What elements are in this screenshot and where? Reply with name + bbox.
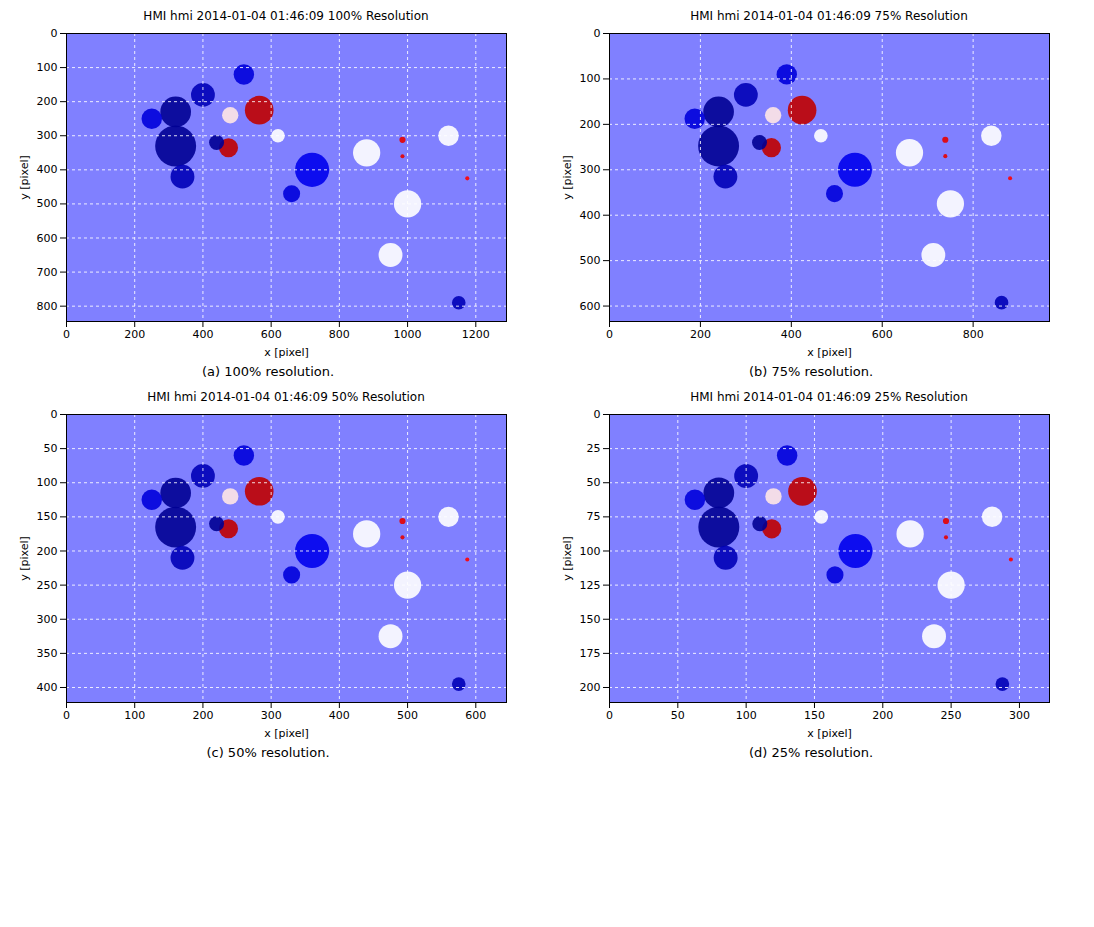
svg-text:x [pixel]: x [pixel] [264,727,309,740]
svg-text:700: 700 [37,266,58,279]
svg-text:0: 0 [606,328,613,341]
svg-text:400: 400 [37,163,58,176]
svg-text:200: 200 [690,328,711,341]
svg-text:500: 500 [397,709,418,722]
svg-text:400: 400 [329,709,350,722]
svg-text:0: 0 [63,709,70,722]
svg-text:150: 150 [37,510,58,523]
svg-text:500: 500 [580,254,601,267]
svg-text:600: 600 [872,328,893,341]
html-text:HMI hmi 2014-01-04 01:46:09 50: HMI hmi 2014-01-04 01:46:09 50% Resoluti… [147,390,425,404]
svg-text:200: 200 [580,118,601,131]
svg-text:600: 600 [580,300,601,313]
svg-text:300: 300 [261,709,282,722]
svg-text:75: 75 [587,510,601,523]
svg-text:100: 100 [37,61,58,74]
svg-text:400: 400 [192,328,213,341]
svg-text:600: 600 [37,232,58,245]
html-text:(b) 75% resolution.: (b) 75% resolution. [748,364,874,379]
svg-text:x [pixel]: x [pixel] [807,727,852,740]
svg-text:300: 300 [37,613,58,626]
svg-text:200: 200 [580,681,601,694]
svg-text:800: 800 [963,328,984,341]
svg-text:300: 300 [37,129,58,142]
svg-text:y [pixel]: y [pixel] [561,536,574,581]
svg-text:175: 175 [580,647,601,660]
svg-text:150: 150 [804,709,825,722]
svg-text:x [pixel]: x [pixel] [264,346,309,359]
svg-text:0: 0 [594,27,601,40]
html-text:HMI hmi 2014-01-04 01:46:09 75: HMI hmi 2014-01-04 01:46:09 75% Resoluti… [690,9,968,23]
svg-text:400: 400 [781,328,802,341]
html-text:(c) 50% resolution.: (c) 50% resolution. [206,745,330,760]
svg-text:100: 100 [580,72,601,85]
svg-text:200: 200 [872,709,893,722]
svg-text:y [pixel]: y [pixel] [561,155,574,200]
svg-text:0: 0 [606,709,613,722]
svg-text:0: 0 [63,328,70,341]
svg-text:400: 400 [580,209,601,222]
svg-text:25: 25 [587,442,601,455]
svg-text:250: 250 [941,709,962,722]
svg-text:100: 100 [37,476,58,489]
svg-text:400: 400 [37,681,58,694]
svg-text:100: 100 [580,545,601,558]
svg-text:500: 500 [37,197,58,210]
html-text:(d) 25% resolution.: (d) 25% resolution. [748,745,874,760]
svg-text:100: 100 [736,709,757,722]
svg-text:800: 800 [37,300,58,313]
svg-text:125: 125 [580,579,601,592]
svg-text:200: 200 [124,328,145,341]
svg-text:50: 50 [44,442,58,455]
svg-text:200: 200 [37,95,58,108]
svg-text:y [pixel]: y [pixel] [18,155,31,200]
svg-text:250: 250 [37,579,58,592]
svg-text:100: 100 [124,709,145,722]
svg-text:x [pixel]: x [pixel] [807,346,852,359]
svg-text:50: 50 [671,709,685,722]
svg-text:1200: 1200 [462,328,490,341]
svg-text:200: 200 [192,709,213,722]
svg-text:0: 0 [51,27,58,40]
svg-text:0: 0 [51,408,58,421]
html-text:HMI hmi 2014-01-04 01:46:09 25: HMI hmi 2014-01-04 01:46:09 25% Resoluti… [690,390,968,404]
svg-text:600: 600 [465,709,486,722]
svg-text:50: 50 [587,476,601,489]
svg-text:150: 150 [580,613,601,626]
html-text:(a) 100% resolution.: (a) 100% resolution. [201,364,335,379]
svg-text:300: 300 [580,163,601,176]
svg-text:300: 300 [1009,709,1030,722]
svg-text:600: 600 [261,328,282,341]
svg-text:0: 0 [594,408,601,421]
svg-text:1000: 1000 [394,328,422,341]
svg-text:800: 800 [329,328,350,341]
svg-text:350: 350 [37,647,58,660]
svg-text:y [pixel]: y [pixel] [18,536,31,581]
html-text:HMI hmi 2014-01-04 01:46:09 10: HMI hmi 2014-01-04 01:46:09 100% Resolut… [143,9,429,23]
svg-text:200: 200 [37,545,58,558]
